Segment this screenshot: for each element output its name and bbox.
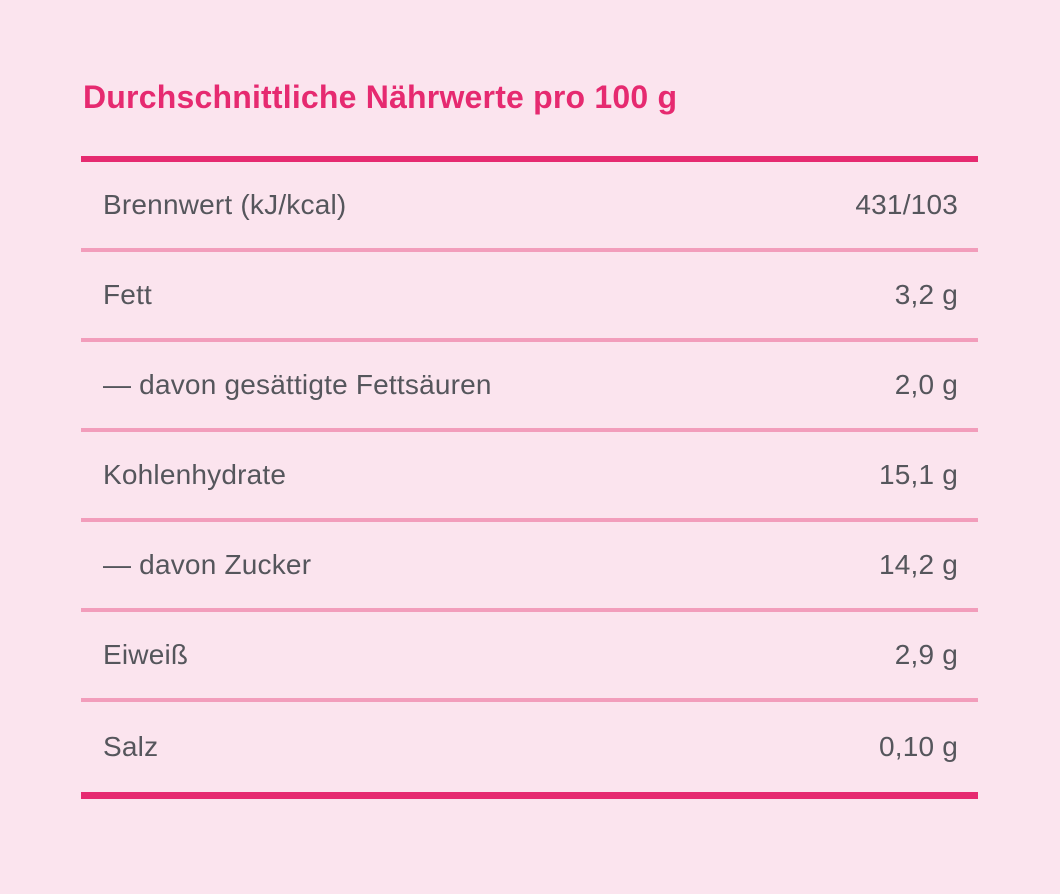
row-value: 2,0 g [894,369,958,400]
row-value: 14,2 g [878,549,958,580]
table-row: Fett 3,2 g [81,252,978,342]
nutrition-table: Brennwert (kJ/kcal) 431/103 Fett 3,2 g —… [81,156,978,799]
table-row: Kohlenhydrate 15,1 g [81,432,978,522]
row-label: Kohlenhydrate [103,459,287,490]
row-value: 0,10 g [878,731,958,762]
row-value: 431/103 [855,189,958,220]
table-row: — davon gesättigte Fettsäuren 2,0 g [81,342,978,432]
row-label: — davon Zucker [103,549,312,580]
row-label: Eiweiß [103,639,189,670]
row-value: 15,1 g [878,459,958,490]
nutrition-panel: Durchschnittliche Nährwerte pro 100 g Br… [81,78,978,799]
row-value: 2,9 g [894,639,958,670]
table-row: Eiweiß 2,9 g [81,612,978,702]
row-label: Fett [103,279,153,310]
table-row: Salz 0,10 g [81,702,978,792]
row-label: Salz [103,731,159,762]
row-label: Brennwert (kJ/kcal) [103,189,347,220]
table-row: Brennwert (kJ/kcal) 431/103 [81,162,978,252]
row-label: — davon gesättigte Fettsäuren [103,369,492,400]
row-value: 3,2 g [894,279,958,310]
nutrition-title: Durchschnittliche Nährwerte pro 100 g [83,79,678,115]
table-row: — davon Zucker 14,2 g [81,522,978,612]
